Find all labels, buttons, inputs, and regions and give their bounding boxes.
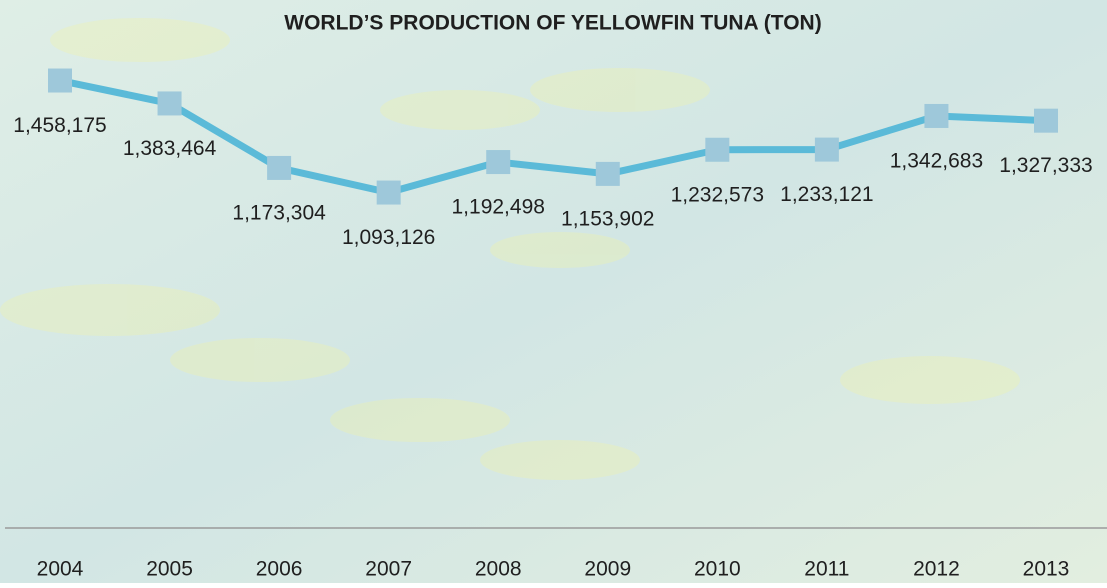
data-label: 1,232,573 <box>671 183 764 206</box>
x-tick-label: 2011 <box>804 558 849 581</box>
marker <box>924 103 949 128</box>
data-label: 1,233,121 <box>780 183 873 206</box>
data-label: 1,093,126 <box>342 226 435 249</box>
x-tick-label: 2012 <box>913 558 960 581</box>
x-tick-label: 2010 <box>694 558 741 581</box>
marker <box>814 137 839 162</box>
x-tick-label: 2007 <box>365 558 412 581</box>
data-label: 1,192,498 <box>452 196 545 219</box>
marker <box>376 180 401 205</box>
data-label: 1,173,304 <box>232 201 326 224</box>
data-label: 1,383,464 <box>123 137 217 160</box>
data-label: 1,458,175 <box>13 114 106 137</box>
x-tick-label: 2013 <box>1023 558 1070 581</box>
data-label: 1,327,333 <box>999 154 1092 177</box>
marker <box>1034 108 1058 133</box>
x-tick-label: 2005 <box>146 558 193 581</box>
x-tick-label: 2009 <box>584 558 631 581</box>
marker <box>595 161 620 186</box>
background-fish <box>0 18 1020 480</box>
marker <box>267 155 292 180</box>
x-tick-label: 2004 <box>37 558 84 581</box>
x-tick-label: 2008 <box>475 558 522 581</box>
chart-title: WORLD’S PRODUCTION OF YELLOWFIN TUNA (TO… <box>284 12 821 35</box>
marker <box>48 68 72 93</box>
marker <box>486 150 511 175</box>
line <box>59 77 1047 197</box>
data-label: 1,342,683 <box>890 150 983 173</box>
marker <box>705 137 730 162</box>
marker <box>157 91 182 116</box>
data-label: 1,153,902 <box>561 207 654 230</box>
x-tick-label: 2006 <box>256 558 303 581</box>
